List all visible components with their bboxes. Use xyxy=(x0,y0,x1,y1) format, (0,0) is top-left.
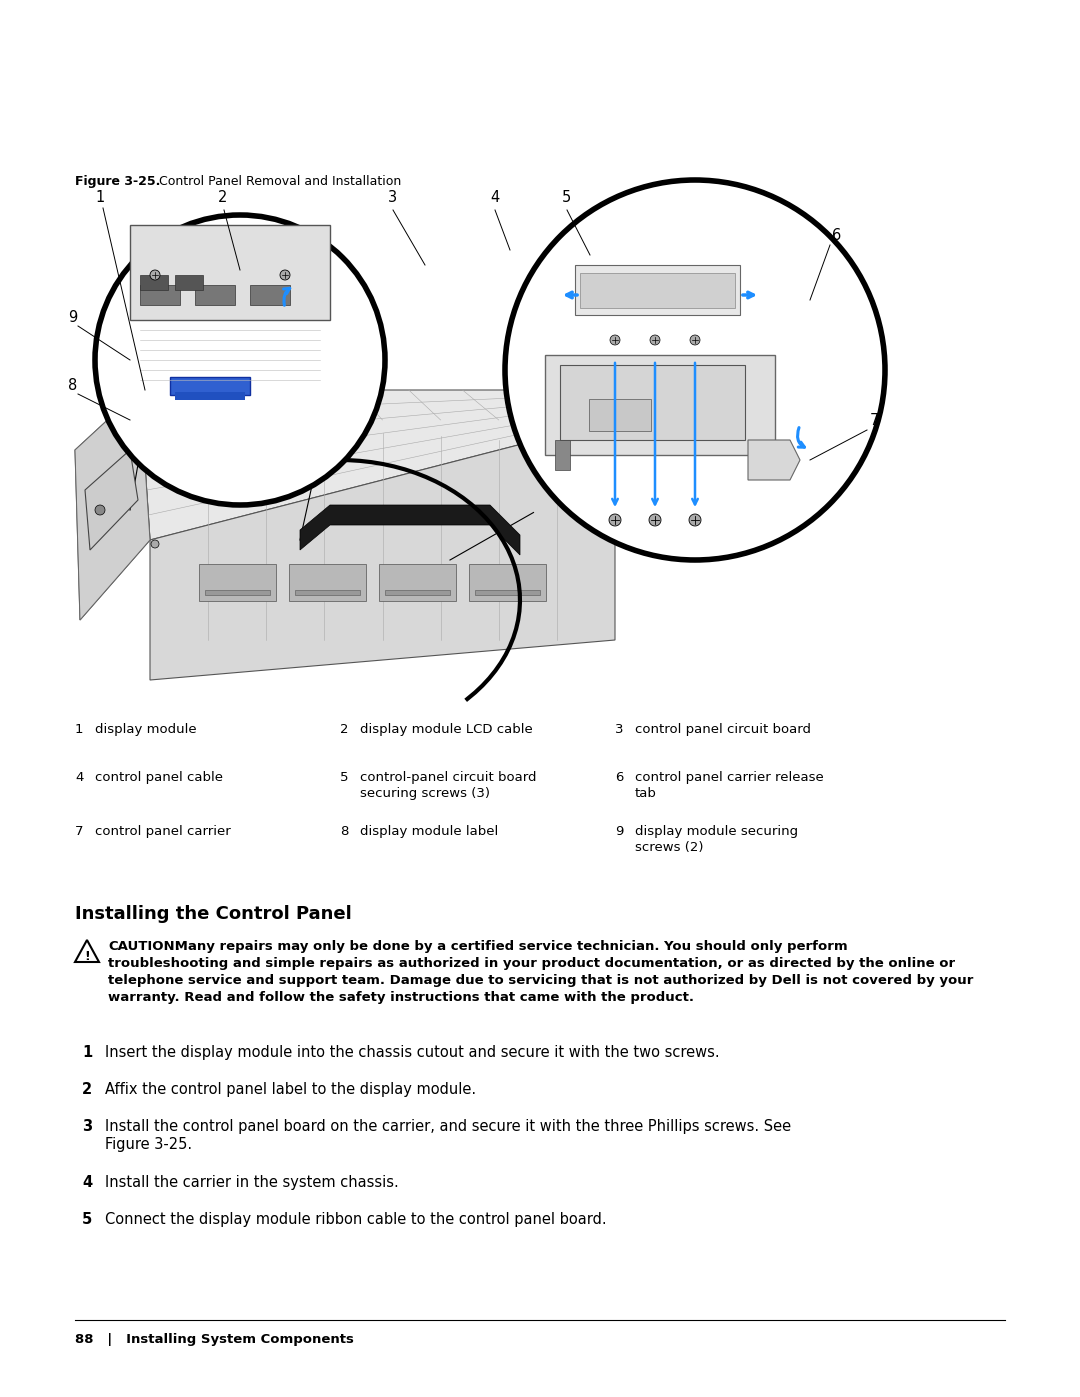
Circle shape xyxy=(609,514,621,527)
Text: Many repairs may only be done by a certified service technician. You should only: Many repairs may only be done by a certi… xyxy=(170,940,848,953)
Bar xyxy=(175,393,245,400)
Text: Install the carrier in the system chassis.: Install the carrier in the system chassi… xyxy=(105,1175,399,1190)
Text: 9: 9 xyxy=(615,826,623,838)
Text: 9: 9 xyxy=(68,310,78,326)
Text: display module securing: display module securing xyxy=(635,826,798,838)
Text: troubleshooting and simple repairs as authorized in your product documentation, : troubleshooting and simple repairs as au… xyxy=(108,957,955,970)
Circle shape xyxy=(610,335,620,345)
Circle shape xyxy=(505,180,885,560)
FancyBboxPatch shape xyxy=(469,564,546,601)
Polygon shape xyxy=(150,420,615,680)
Bar xyxy=(384,590,450,595)
Text: 2: 2 xyxy=(340,724,349,736)
Circle shape xyxy=(150,270,160,279)
Text: 6: 6 xyxy=(832,228,841,243)
Text: 1: 1 xyxy=(75,724,83,736)
Circle shape xyxy=(649,514,661,527)
Text: 2: 2 xyxy=(82,1083,92,1097)
Text: display module label: display module label xyxy=(360,826,498,838)
Bar xyxy=(195,285,235,305)
Text: securing screws (3): securing screws (3) xyxy=(360,787,490,800)
FancyBboxPatch shape xyxy=(379,564,456,601)
Polygon shape xyxy=(75,390,150,620)
Bar xyxy=(175,275,203,291)
Text: 5: 5 xyxy=(82,1213,92,1227)
Circle shape xyxy=(280,270,291,279)
Bar xyxy=(580,272,735,307)
Text: 3: 3 xyxy=(82,1119,92,1134)
Text: 5: 5 xyxy=(562,190,571,205)
FancyBboxPatch shape xyxy=(575,265,740,314)
Text: 3: 3 xyxy=(615,724,623,736)
Text: 4: 4 xyxy=(82,1175,92,1190)
Text: Connect the display module ribbon cable to the control panel board.: Connect the display module ribbon cable … xyxy=(105,1213,607,1227)
Text: 1: 1 xyxy=(95,190,105,205)
Text: 7: 7 xyxy=(870,414,879,427)
Polygon shape xyxy=(748,440,800,481)
Bar xyxy=(475,590,540,595)
Text: control panel cable: control panel cable xyxy=(95,771,222,784)
Text: control panel circuit board: control panel circuit board xyxy=(635,724,811,736)
Text: 6: 6 xyxy=(615,771,623,784)
Polygon shape xyxy=(300,504,519,555)
Text: Installing the Control Panel: Installing the Control Panel xyxy=(75,905,352,923)
Text: 4: 4 xyxy=(490,190,499,205)
Text: 8: 8 xyxy=(340,826,349,838)
Text: control panel carrier release: control panel carrier release xyxy=(635,771,824,784)
Text: display module: display module xyxy=(95,724,197,736)
Text: Install the control panel board on the carrier, and secure it with the three Phi: Install the control panel board on the c… xyxy=(105,1119,792,1134)
Polygon shape xyxy=(75,390,150,620)
Text: Figure 3-25.: Figure 3-25. xyxy=(105,1137,192,1153)
Circle shape xyxy=(650,335,660,345)
Circle shape xyxy=(151,541,159,548)
Bar xyxy=(249,285,291,305)
Bar xyxy=(555,440,570,469)
FancyBboxPatch shape xyxy=(289,564,366,601)
Bar xyxy=(205,590,270,595)
Text: tab: tab xyxy=(635,787,657,800)
Text: CAUTION:: CAUTION: xyxy=(108,940,180,953)
Bar xyxy=(140,275,168,291)
Polygon shape xyxy=(85,450,138,550)
FancyBboxPatch shape xyxy=(589,400,651,432)
Polygon shape xyxy=(140,390,615,541)
Text: 4: 4 xyxy=(75,771,83,784)
Circle shape xyxy=(95,215,384,504)
Text: telephone service and support team. Damage due to servicing that is not authoriz: telephone service and support team. Dama… xyxy=(108,974,973,988)
Text: Figure 3-25.: Figure 3-25. xyxy=(75,175,160,189)
Bar xyxy=(295,590,360,595)
FancyBboxPatch shape xyxy=(561,365,745,440)
Circle shape xyxy=(690,335,700,345)
Text: Insert the display module into the chassis cutout and secure it with the two scr: Insert the display module into the chass… xyxy=(105,1045,719,1060)
FancyBboxPatch shape xyxy=(199,564,276,601)
Text: control-panel circuit board: control-panel circuit board xyxy=(360,771,537,784)
Circle shape xyxy=(95,504,105,515)
Circle shape xyxy=(689,514,701,527)
Text: !: ! xyxy=(84,950,90,963)
Text: 1: 1 xyxy=(82,1045,92,1060)
Text: display module LCD cable: display module LCD cable xyxy=(360,724,532,736)
Text: 3: 3 xyxy=(388,190,397,205)
Text: warranty. Read and follow the safety instructions that came with the product.: warranty. Read and follow the safety ins… xyxy=(108,990,694,1004)
Text: 7: 7 xyxy=(75,826,83,838)
Text: Control Panel Removal and Installation: Control Panel Removal and Installation xyxy=(147,175,402,189)
Text: 88   |   Installing System Components: 88 | Installing System Components xyxy=(75,1333,354,1345)
Bar xyxy=(140,285,180,305)
Text: 8: 8 xyxy=(68,379,78,393)
FancyBboxPatch shape xyxy=(545,355,775,455)
Text: 5: 5 xyxy=(340,771,349,784)
FancyBboxPatch shape xyxy=(130,225,330,320)
Text: screws (2): screws (2) xyxy=(635,841,703,854)
Text: Affix the control panel label to the display module.: Affix the control panel label to the dis… xyxy=(105,1083,476,1097)
Bar xyxy=(170,377,249,395)
Text: control panel carrier: control panel carrier xyxy=(95,826,231,838)
Text: 2: 2 xyxy=(218,190,228,205)
